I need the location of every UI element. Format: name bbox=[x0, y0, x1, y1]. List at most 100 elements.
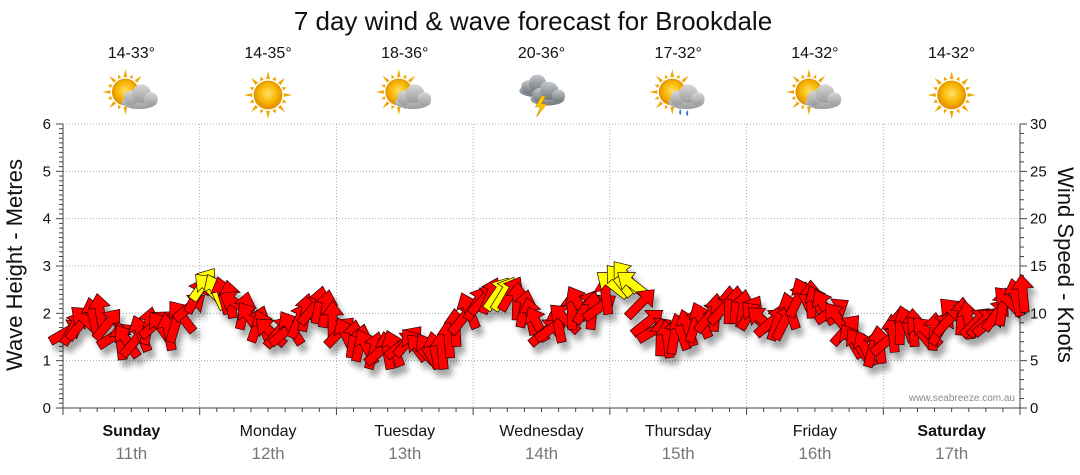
cloud-part bbox=[144, 92, 158, 106]
sun-ray bbox=[117, 105, 122, 110]
sun-ray bbox=[801, 105, 805, 110]
sun-ray bbox=[375, 90, 384, 94]
day-name: Saturday bbox=[917, 423, 986, 440]
sun-ray bbox=[272, 76, 276, 82]
sun-ray bbox=[934, 104, 942, 112]
sun-disc bbox=[937, 80, 967, 110]
sun-ray bbox=[251, 78, 259, 86]
sun-ray bbox=[943, 76, 948, 82]
thunderstorm-icon bbox=[519, 74, 565, 118]
sun-ray bbox=[381, 96, 386, 100]
sun-ray bbox=[955, 108, 960, 114]
sun-ray bbox=[664, 74, 669, 79]
day-date: 15th bbox=[662, 444, 695, 463]
sun-ray bbox=[818, 75, 826, 83]
sun-ray bbox=[396, 106, 401, 115]
sun-ray bbox=[965, 87, 971, 91]
temperature-range: 20-36° bbox=[518, 45, 565, 62]
day-date: 14th bbox=[525, 444, 558, 463]
cloud-shape bbox=[668, 84, 705, 110]
sun-ray bbox=[266, 71, 270, 80]
sun-ray bbox=[791, 96, 796, 100]
y-tick-label-right: 0 bbox=[1030, 400, 1038, 417]
temperature-range: 18-36° bbox=[381, 45, 428, 62]
y-tick-label-right: 10 bbox=[1030, 305, 1047, 322]
sun-ray bbox=[382, 101, 390, 109]
sun-ray bbox=[408, 75, 416, 83]
sun-rays bbox=[244, 71, 293, 119]
day-name: Tuesday bbox=[374, 423, 435, 440]
sun-ray bbox=[927, 93, 936, 97]
sun-disc bbox=[253, 80, 283, 110]
day-date: 12th bbox=[252, 444, 285, 463]
sun-ray bbox=[109, 101, 117, 109]
sun-ray bbox=[655, 75, 663, 83]
sun-ray bbox=[391, 105, 395, 110]
day-labels: Sunday 11th Monday 12th Tuesday 13th Wednesday… bbox=[102, 423, 986, 463]
sun-ray bbox=[123, 106, 128, 115]
y-tick-label-right: 30 bbox=[1030, 116, 1047, 133]
sun-ray bbox=[681, 75, 689, 83]
day-name: Thursday bbox=[645, 423, 712, 440]
temperature-range: 14-32° bbox=[928, 45, 975, 62]
sun-ray bbox=[792, 75, 800, 83]
sun-ray bbox=[272, 108, 276, 114]
sun-ray bbox=[943, 108, 948, 114]
gridlines bbox=[63, 123, 1020, 408]
sun-ray bbox=[109, 75, 117, 83]
temperature-range: 14-35° bbox=[244, 45, 291, 62]
sun-ray bbox=[949, 71, 954, 80]
sun-ray bbox=[277, 78, 286, 86]
axes: 0 1 2 3 4 5 6 0 5 10 15 20 25 30 bbox=[43, 116, 1047, 417]
y-tick-label-right: 15 bbox=[1030, 258, 1047, 275]
sun-shower-icon bbox=[649, 69, 705, 116]
sun-ray bbox=[282, 99, 287, 103]
sun-ray bbox=[244, 93, 253, 97]
temperature-range: 14-33° bbox=[108, 45, 155, 62]
y-tick-label-right: 5 bbox=[1030, 353, 1038, 370]
sun-ray bbox=[654, 84, 660, 88]
weather-icons bbox=[102, 69, 976, 119]
sun-ray bbox=[396, 69, 401, 78]
sun-ray bbox=[107, 84, 113, 88]
temperature-range: 17-32° bbox=[655, 45, 702, 62]
sun-ray bbox=[260, 76, 264, 82]
rain-drop bbox=[679, 109, 682, 115]
sun-ray bbox=[785, 90, 795, 94]
day-name: Friday bbox=[793, 423, 837, 440]
sun-ray bbox=[967, 93, 976, 97]
temperature-range: 14-32° bbox=[791, 45, 838, 62]
chart-title: 7 day wind & wave forecast for Brookdale bbox=[294, 6, 772, 36]
cloud-part bbox=[417, 92, 432, 106]
day-date: 17th bbox=[935, 444, 968, 463]
rain-drop bbox=[686, 110, 689, 116]
sun-ray bbox=[266, 110, 270, 119]
cloud-shape bbox=[121, 84, 158, 110]
sunny-icon bbox=[244, 71, 293, 119]
sun-ray bbox=[129, 74, 133, 79]
sun-ray bbox=[260, 108, 264, 114]
day-date: 11th bbox=[115, 444, 147, 463]
lightning-bolt bbox=[534, 95, 548, 118]
sun-ray bbox=[792, 101, 800, 109]
sun-ray bbox=[965, 99, 971, 103]
credit-text: www.seabreeze.com.au bbox=[908, 393, 1015, 404]
sun-ray bbox=[961, 104, 969, 112]
wind-arrow bbox=[623, 289, 655, 321]
wind-arrows bbox=[47, 261, 1035, 371]
sun-ray bbox=[791, 84, 796, 88]
y-tick-label-right: 25 bbox=[1030, 163, 1047, 180]
sun-ray bbox=[249, 99, 255, 103]
cloud-shape bbox=[805, 84, 842, 110]
day-date: 13th bbox=[388, 444, 421, 463]
sun-ray bbox=[117, 74, 122, 79]
sun-ray bbox=[402, 74, 407, 79]
sun-ray bbox=[283, 93, 293, 97]
sun-ray bbox=[649, 90, 658, 94]
y-tick-label-right: 20 bbox=[1030, 211, 1047, 228]
sun-ray bbox=[933, 99, 938, 103]
sun-ray bbox=[934, 78, 942, 86]
partly-cloudy-icon bbox=[102, 69, 158, 115]
day-name: Monday bbox=[240, 423, 297, 440]
day-date: 16th bbox=[798, 444, 831, 463]
